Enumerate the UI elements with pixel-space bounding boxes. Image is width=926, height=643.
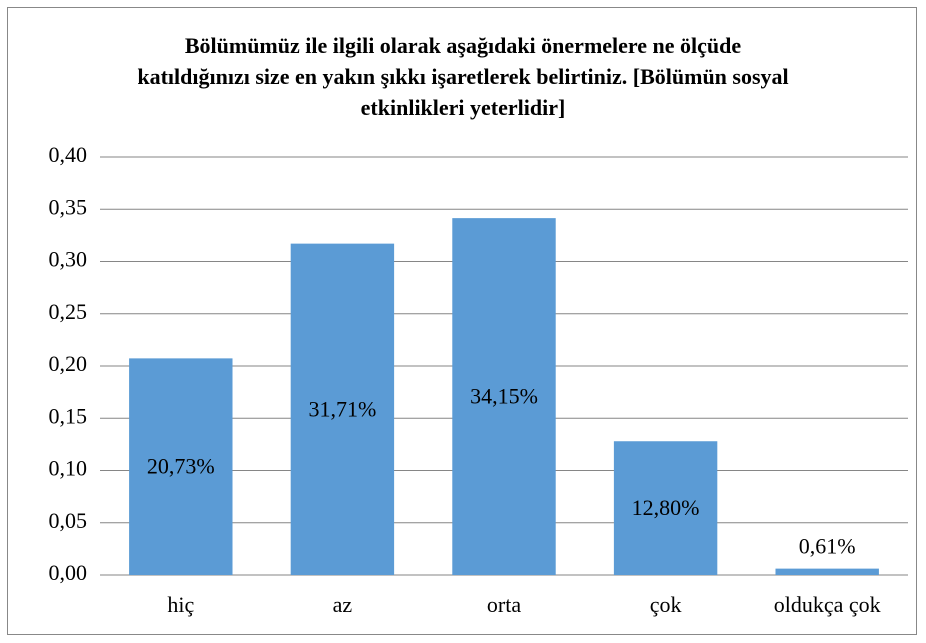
y-tick-label: 0,05	[49, 508, 88, 533]
y-tick-label: 0,35	[49, 194, 88, 219]
value-label: 12,80%	[632, 495, 700, 520]
y-tick-label: 0,15	[49, 403, 88, 428]
value-label: 31,71%	[308, 396, 376, 421]
value-label: 34,15%	[470, 384, 538, 409]
x-tick-label: orta	[487, 592, 521, 617]
bar	[613, 441, 718, 575]
bar	[452, 218, 556, 575]
y-tick-label: 0,40	[49, 142, 88, 167]
x-tick-label: hiç	[167, 592, 194, 617]
bar	[129, 358, 233, 575]
bar	[290, 243, 395, 575]
bar	[775, 568, 879, 575]
y-tick-label: 0,00	[49, 560, 88, 585]
y-tick-label: 0,25	[49, 299, 88, 324]
chart-title: Bölümümüz ile ilgili olarak aşağıdaki ön…	[137, 33, 789, 120]
y-tick-label: 0,30	[49, 247, 88, 272]
x-tick-label: çok	[650, 592, 682, 617]
x-tick-label: oldukça çok	[774, 592, 881, 617]
chart-frame	[7, 7, 917, 635]
value-label: 0,61%	[799, 534, 856, 559]
value-label: 20,73%	[147, 454, 215, 479]
y-tick-label: 0,10	[49, 456, 88, 481]
y-tick-label: 0,20	[49, 351, 88, 376]
x-tick-label: az	[333, 592, 353, 617]
